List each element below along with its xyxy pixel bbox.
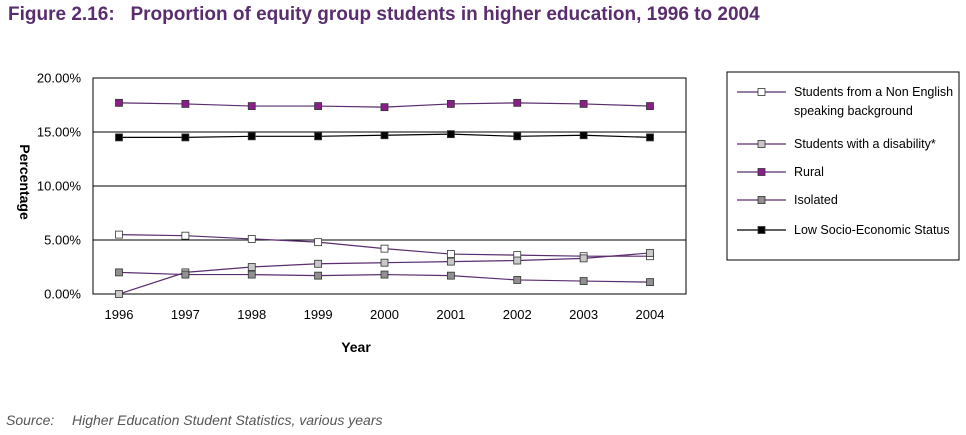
legend-marker [757, 140, 766, 148]
data-point [181, 100, 190, 108]
series-1 [115, 230, 654, 261]
gridlines [92, 77, 687, 295]
data-point [314, 238, 323, 247]
data-point [513, 276, 522, 284]
x-tick-label: 2002 [503, 307, 532, 322]
series-layer [115, 98, 654, 298]
data-point [446, 130, 455, 139]
y-tick-label: 0.00% [44, 287, 81, 302]
data-point [579, 100, 588, 108]
x-tick-label: 2000 [370, 307, 399, 322]
y-axis-tick-labels: 0.00% 5.00% 10.00% 15.00% 20.00% [37, 71, 82, 302]
series-3 [115, 98, 654, 112]
x-tick-label: 2004 [636, 307, 665, 322]
data-point [380, 244, 389, 253]
data-point [646, 278, 654, 287]
data-point [314, 271, 323, 280]
source-text: Higher Education Student Statistics, var… [72, 412, 383, 428]
data-point [579, 277, 588, 285]
legend-marker [757, 196, 766, 204]
x-tick-label: 1996 [105, 307, 134, 322]
data-point [115, 230, 123, 239]
data-point [115, 133, 123, 142]
data-point [314, 102, 323, 110]
series-5 [115, 130, 654, 142]
data-point [314, 259, 323, 268]
legend-item-4: Isolated [737, 193, 838, 207]
x-tick-label: 2003 [569, 307, 598, 322]
y-tick-label: 20.00% [37, 71, 82, 86]
data-point [380, 270, 389, 279]
line-chart: 0.00%5.00%10.00%15.00%20.00% 1996 1997 199… [17, 71, 960, 355]
data-point [181, 231, 190, 240]
legend-label: Students from a Non English [794, 85, 953, 99]
data-point [115, 98, 123, 107]
legend: Students from a Non English speaking back… [726, 71, 960, 261]
data-point [115, 290, 123, 298]
data-point [247, 102, 256, 110]
legend-label: Low Socio-Economic Status [794, 223, 950, 237]
figure-title: Figure 2.16: Proportion of equity group … [8, 4, 760, 25]
data-point [646, 249, 654, 257]
series-4 [115, 268, 654, 287]
legend-marker [757, 88, 766, 96]
y-tick-label: 15.00% [37, 125, 82, 140]
x-tick-label: 2001 [436, 307, 465, 322]
legend-label: Rural [794, 165, 824, 179]
x-tick-label: 1997 [171, 307, 200, 322]
x-tick-label: 1998 [237, 307, 266, 322]
data-point [446, 100, 455, 108]
legend-item-3: Rural [737, 165, 824, 179]
data-point [646, 133, 654, 142]
data-point [181, 133, 190, 142]
legend-box [726, 71, 960, 261]
data-point [314, 132, 323, 141]
legend-item-5: Low Socio-Economic Status [737, 223, 950, 237]
data-point [247, 132, 256, 141]
source-label: Source: [6, 412, 55, 428]
data-point [446, 257, 455, 266]
legend-marker [757, 226, 766, 234]
data-point [513, 132, 522, 141]
legend-item-1: Students from a Non English speaking back… [737, 85, 953, 118]
x-axis-tick-labels: 1996 1997 1998 1999 2000 2001 2002 2003 2004 [105, 307, 665, 322]
data-point [247, 235, 256, 243]
data-point [380, 103, 389, 112]
data-point [380, 131, 389, 140]
data-point [115, 268, 123, 277]
x-axis-title: Year [341, 339, 371, 355]
data-point [380, 258, 389, 267]
legend-label: speaking background [794, 104, 913, 118]
data-point [513, 98, 522, 107]
y-tick-label: 5.00% [44, 233, 81, 248]
data-point [446, 250, 455, 258]
data-point [446, 271, 455, 280]
data-point [247, 270, 256, 279]
data-point [513, 256, 522, 265]
data-point [646, 102, 654, 110]
legend-label: Isolated [794, 193, 838, 207]
data-point [247, 263, 256, 271]
data-point [579, 131, 588, 140]
legend-label: Students with a disability* [794, 137, 936, 151]
data-point [181, 270, 190, 279]
data-point [579, 254, 588, 263]
legend-marker [757, 168, 766, 176]
y-tick-label: 10.00% [37, 179, 82, 194]
source-note: Source: Higher Education Student Statisti… [6, 412, 383, 428]
x-tick-label: 1999 [304, 307, 333, 322]
legend-item-2: Students with a disability* [737, 137, 936, 151]
y-axis-title: Percentage [17, 144, 33, 220]
